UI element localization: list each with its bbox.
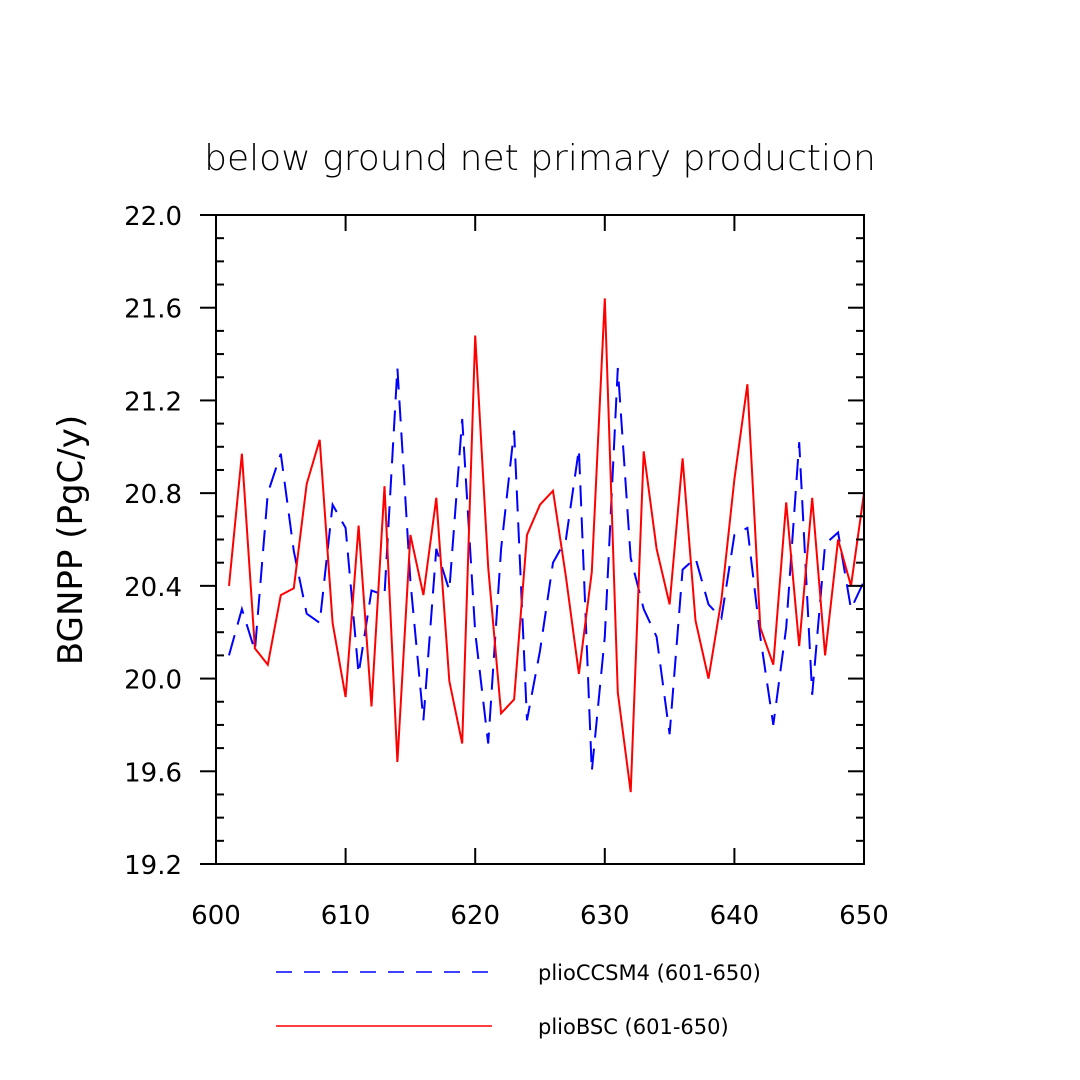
legend: plioCCSM4 (601-650) plioBSC (601-650) <box>276 961 761 1039</box>
y-tick-labels: 19.2 19.6 20.0 20.4 20.8 21.2 21.6 22.0 <box>124 202 182 881</box>
x-tick-label: 640 <box>710 901 760 931</box>
x-tick-label: 600 <box>191 901 241 931</box>
series-layer <box>228 298 865 793</box>
x-tick-label: 610 <box>321 901 371 931</box>
x-tick-label: 630 <box>580 901 630 931</box>
ticks-layer <box>200 214 865 865</box>
y-tick-label: 21.6 <box>124 295 182 325</box>
chart-title: below ground net primary production <box>204 138 876 179</box>
x-tick-labels: 600 610 620 630 640 650 <box>191 901 889 931</box>
y-tick-label: 20.0 <box>124 666 182 696</box>
y-tick-label: 20.4 <box>124 573 182 603</box>
x-tick-label: 650 <box>839 901 889 931</box>
legend-label-plioccsm4: plioCCSM4 (601-650) <box>538 961 761 985</box>
y-axis-label: BGNPP (PgC/y) <box>51 415 91 665</box>
series-line-plioccsm4 <box>228 367 865 772</box>
series-line-pliobsc <box>228 298 865 793</box>
legend-label-pliobsc: plioBSC (601-650) <box>538 1015 729 1039</box>
plot-frame <box>215 214 865 865</box>
y-tick-label: 22.0 <box>124 202 182 232</box>
x-tick-label: 620 <box>450 901 500 931</box>
y-tick-label: 19.6 <box>124 758 182 788</box>
y-tick-label: 20.8 <box>124 480 182 510</box>
y-tick-label: 19.2 <box>124 851 182 881</box>
y-tick-label: 21.2 <box>124 387 182 417</box>
